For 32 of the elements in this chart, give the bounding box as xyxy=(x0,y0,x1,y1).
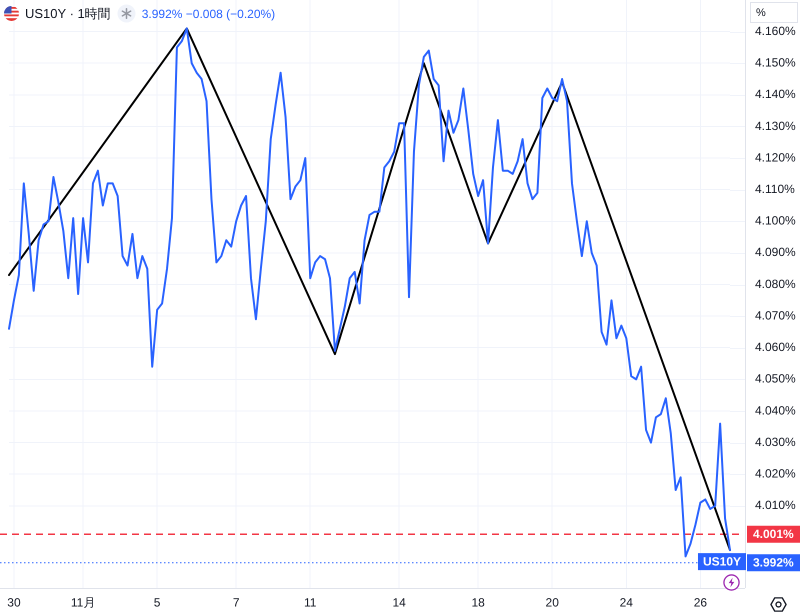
y-tick-label: 4.020% xyxy=(755,466,796,481)
x-tick-label: 14 xyxy=(392,596,406,610)
y-axis-title: % xyxy=(756,7,766,20)
ref-line-label: 4.001% xyxy=(753,527,794,542)
y-tick-label: 4.090% xyxy=(755,245,796,260)
y-tick-label: 4.100% xyxy=(755,214,796,228)
y-tick-label: 4.150% xyxy=(755,56,796,70)
y-tick-label: 4.120% xyxy=(755,150,796,164)
x-tick-label: 7 xyxy=(232,596,240,610)
y-tick-label: 4.010% xyxy=(755,498,796,512)
x-tick-label: 24 xyxy=(620,596,634,610)
y-tick-label: 4.030% xyxy=(755,434,796,449)
text: US10Y · 1時間 xyxy=(25,4,111,22)
x-tick-label: 20 xyxy=(546,596,560,610)
y-tick-label: 4.060% xyxy=(755,340,796,354)
x-tick-label: 11月 xyxy=(70,596,96,610)
text: 3.992% −0.008 (−0.20%) xyxy=(142,6,276,20)
y-tick-label: 4.130% xyxy=(755,118,796,133)
x-tick-label: 18 xyxy=(471,596,486,610)
ref-line-label: 3.992% xyxy=(753,556,794,570)
y-tick-label: 4.050% xyxy=(755,372,796,386)
x-tick-label: 26 xyxy=(694,596,708,610)
y-tick-label: 4.140% xyxy=(755,87,796,102)
x-tick-label: 5 xyxy=(154,596,161,610)
y-tick-label: 4.070% xyxy=(755,308,796,322)
y-tick-label: 4.040% xyxy=(755,403,796,418)
y-tick-label: 4.110% xyxy=(755,182,796,196)
x-tick-label: 11 xyxy=(304,596,317,610)
y-tick-label: 4.160% xyxy=(755,24,796,38)
y-tick-label: 4.080% xyxy=(755,276,796,291)
series-label: US10Y xyxy=(702,554,742,568)
x-tick-label: 30 xyxy=(7,596,21,610)
